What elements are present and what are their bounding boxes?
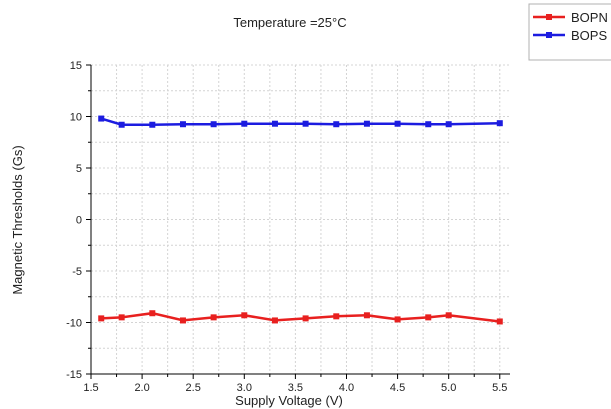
x-axis-label: Supply Voltage (V) [235, 393, 343, 408]
y-tick-label: -5 [72, 266, 82, 278]
series-line-bops [100, 117, 500, 126]
data-point-bopn [149, 310, 156, 317]
y-axis-label: Magnetic Thresholds (Gs) [10, 145, 25, 294]
data-point-bops [241, 120, 248, 127]
data-point-bopn [496, 318, 503, 325]
x-tick-label: 1.5 [83, 382, 98, 394]
y-tick-label: -10 [66, 318, 82, 330]
data-point-bopn [445, 312, 452, 319]
series-group [98, 115, 503, 325]
y-axis-ticks: 15 10 5 0 -5 -10 -15 [66, 60, 91, 381]
x-tick-label: 3.0 [237, 382, 252, 394]
legend-marker-bopn [546, 14, 552, 20]
data-point-bops [445, 121, 452, 128]
data-point-bopn [363, 312, 370, 319]
legend: BOPN BOPS [528, 3, 611, 61]
data-point-bops [179, 121, 186, 128]
series-line-bopn [101, 311, 500, 323]
legend-label-bopn: BOPN [571, 10, 608, 25]
data-point-bopn [98, 315, 105, 322]
series-bops [98, 115, 503, 128]
x-tick-label: 2.0 [134, 382, 149, 394]
legend-box [528, 3, 611, 61]
y-tick-label: 15 [70, 60, 82, 72]
data-point-bops [333, 121, 340, 128]
data-point-bopn [271, 317, 278, 324]
data-point-bopn [118, 314, 125, 321]
x-tick-label: 3.5 [288, 382, 303, 394]
x-tick-label: 5.0 [441, 382, 456, 394]
series-bopn [98, 310, 503, 325]
x-axis-ticks: 1.5 2.0 2.5 3.0 3.5 4.0 4.5 5.0 5.5 [83, 374, 507, 394]
data-point-bops [394, 120, 401, 127]
x-tick-label: 2.5 [186, 382, 201, 394]
data-point-bops [496, 120, 503, 127]
legend-marker-bops [546, 32, 552, 38]
y-tick-label: 10 [70, 112, 82, 124]
x-tick-label: 5.5 [492, 382, 507, 394]
data-point-bopn [394, 316, 401, 323]
data-point-bops [363, 120, 370, 127]
data-point-bops [302, 120, 309, 127]
data-point-bops [425, 121, 432, 128]
y-tick-label: 0 [76, 215, 82, 227]
x-tick-label: 4.0 [339, 382, 354, 394]
data-point-bopn [333, 313, 340, 320]
legend-label-bops: BOPS [571, 28, 607, 43]
data-point-bopn [179, 317, 186, 324]
y-tick-label: -15 [66, 369, 82, 381]
data-point-bopn [210, 314, 217, 321]
data-point-bops [210, 121, 217, 128]
data-point-bops [98, 115, 105, 122]
data-point-bops [271, 120, 278, 127]
chart-title: Temperature =25°C [233, 15, 346, 30]
data-point-bops [149, 121, 156, 128]
data-point-bopn [241, 312, 248, 319]
y-tick-label: 5 [76, 163, 82, 175]
data-point-bopn [425, 314, 432, 321]
data-point-bops [118, 121, 125, 128]
data-point-bopn [302, 315, 309, 322]
x-tick-label: 4.5 [390, 382, 405, 394]
